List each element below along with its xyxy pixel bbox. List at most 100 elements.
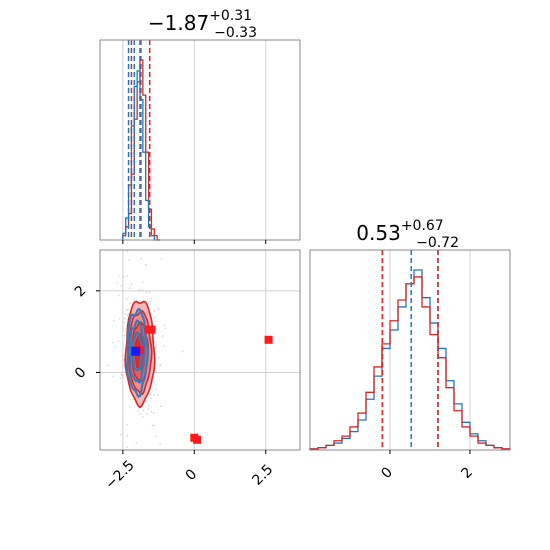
sample-dot [139,289,141,291]
sample-dot [151,424,154,427]
sample-dot [159,443,161,445]
sample-dot [130,283,133,286]
sample-dot [129,302,131,305]
sample-dot [147,405,150,407]
p3-xtick-label-0: −2.5 [102,457,137,492]
sample-dot [128,258,130,261]
sample-dot [112,319,115,322]
sample-dot [135,442,138,444]
p1-title-main: −1.87 [148,11,209,35]
sample-dot [153,310,156,312]
p3-markers [131,325,273,444]
p1-quantile-lines [127,40,151,240]
sample-dot [150,397,152,400]
p2-gridlines [389,250,471,450]
p2-title-sup: +0.67 [401,218,444,234]
sample-dot [114,346,116,348]
sample-dot [129,287,132,289]
sample-dot [157,394,159,396]
sample-dot [141,281,144,283]
sample-dot [151,297,153,300]
p1-frame [99,39,301,241]
sample-dot [120,285,123,287]
sample-dot [126,275,129,277]
p3-gridlines [100,250,300,450]
sample-dot [124,313,127,315]
sample-dot [157,308,160,311]
panel-joint: −2.5 0 2.5 0 2 [72,249,301,493]
sample-dot [141,416,144,418]
sample-dot [126,298,128,300]
p2-title-main: 0.53 [356,221,401,245]
sample-dot [121,374,124,377]
p3-ytick-label-1: 2 [72,283,90,301]
sample-dot [116,282,119,284]
p2-histograms [309,269,511,450]
p3-xticks: −2.5 0 2.5 [102,450,276,493]
p1-title-sup: +0.31 [209,8,252,24]
sample-dot [163,324,166,326]
sample-dot [117,294,120,297]
sample-dot [118,317,121,320]
p1-xticks [122,240,267,244]
sample-dot [149,393,152,396]
sample-dot [123,321,126,324]
sample-dot [140,257,143,260]
p3-xtick-label-2: 2.5 [249,462,276,489]
sample-dot [123,334,126,337]
p2-frame [309,249,511,451]
red-marker-2 [147,325,156,334]
p2-tick-label-1: 2 [458,464,476,482]
sample-dot [161,335,164,337]
p3-ytick-label-0: 0 [72,364,90,382]
sample-dot [163,344,165,347]
sample-dot [121,354,124,357]
sample-dot [112,375,114,378]
sample-dot [160,405,162,408]
red-marker-3 [264,335,273,344]
histogram-series-0 [309,269,511,450]
blue-marker-0 [131,346,141,356]
p2-title: 0.53+0.67 [356,218,443,245]
p2-tick-label-0: 0 [378,464,396,482]
sample-dot [127,313,130,315]
p1-gridlines [122,40,267,240]
sample-dot [145,291,147,293]
sample-dot [142,289,144,292]
p3-xtick-label-1: 0 [183,466,201,484]
sample-dot [126,446,129,448]
sample-dot [122,276,125,278]
sample-dot [126,423,129,426]
sample-dot [147,408,149,410]
sample-dot [137,410,140,412]
sample-dot [138,289,140,292]
sample-dot [154,435,157,438]
sample-dot [152,411,155,414]
sample-dot [149,303,152,305]
sample-dot [146,413,149,415]
sample-dot [107,364,110,367]
sample-dot [112,341,114,344]
sample-dot [120,433,122,436]
blue-contour-level-0 [125,307,150,399]
sample-dot [155,388,158,390]
sample-dot [145,400,148,403]
sample-dot [132,398,135,401]
sample-dot [153,424,156,426]
sample-dot [164,327,167,329]
sample-dot [150,410,153,413]
p2-quantile-lines [381,250,439,450]
sample-dot [117,275,120,278]
sample-dot [139,413,141,415]
sample-dot [154,341,156,344]
sample-dot [147,302,150,304]
sample-dot [119,376,122,379]
sample-dot [129,405,131,408]
sample-dot [158,357,160,359]
sample-dot [117,340,120,343]
panel-marginal-1: −1.87+0.31 −0.33 [99,8,301,244]
sample-dot [154,333,156,336]
